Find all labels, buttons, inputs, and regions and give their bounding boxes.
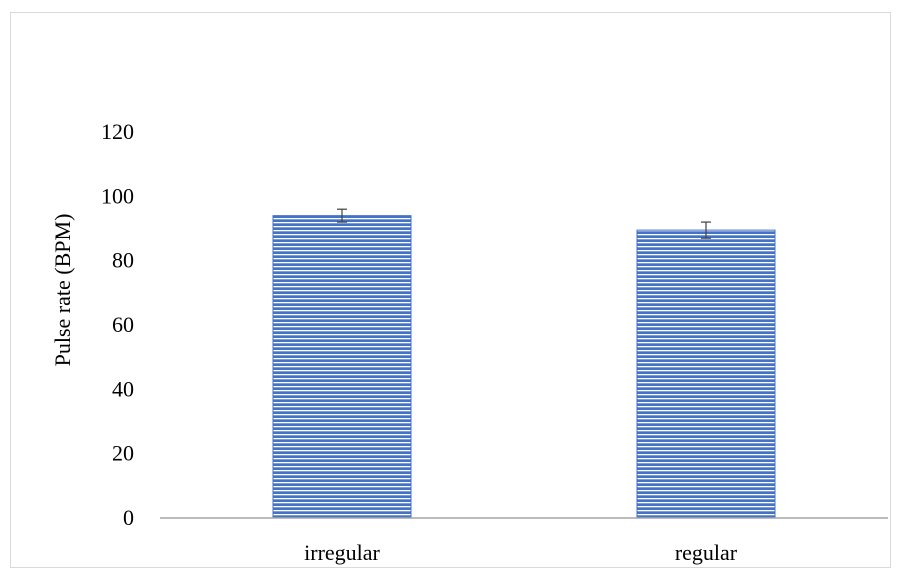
x-axis-labels: irregular regular (304, 540, 738, 565)
y-tick-label: 80 (112, 248, 134, 273)
x-tick-label: irregular (304, 540, 380, 565)
bar-irregular (272, 215, 412, 519)
y-axis-title: Pulse rate (BPM) (50, 214, 75, 367)
bars (272, 215, 776, 519)
y-tick-label: 120 (101, 119, 134, 144)
y-tick-label: 20 (112, 441, 134, 466)
y-tick-label: 60 (112, 312, 134, 337)
y-tick-label: 40 (112, 376, 134, 401)
error-bars (337, 208, 711, 239)
y-axis-ticks: 0 20 40 60 80 100 120 (101, 119, 134, 530)
y-tick-label: 0 (123, 505, 134, 530)
bar-regular (636, 229, 776, 519)
y-tick-label: 100 (101, 183, 134, 208)
x-tick-label: regular (675, 540, 738, 565)
